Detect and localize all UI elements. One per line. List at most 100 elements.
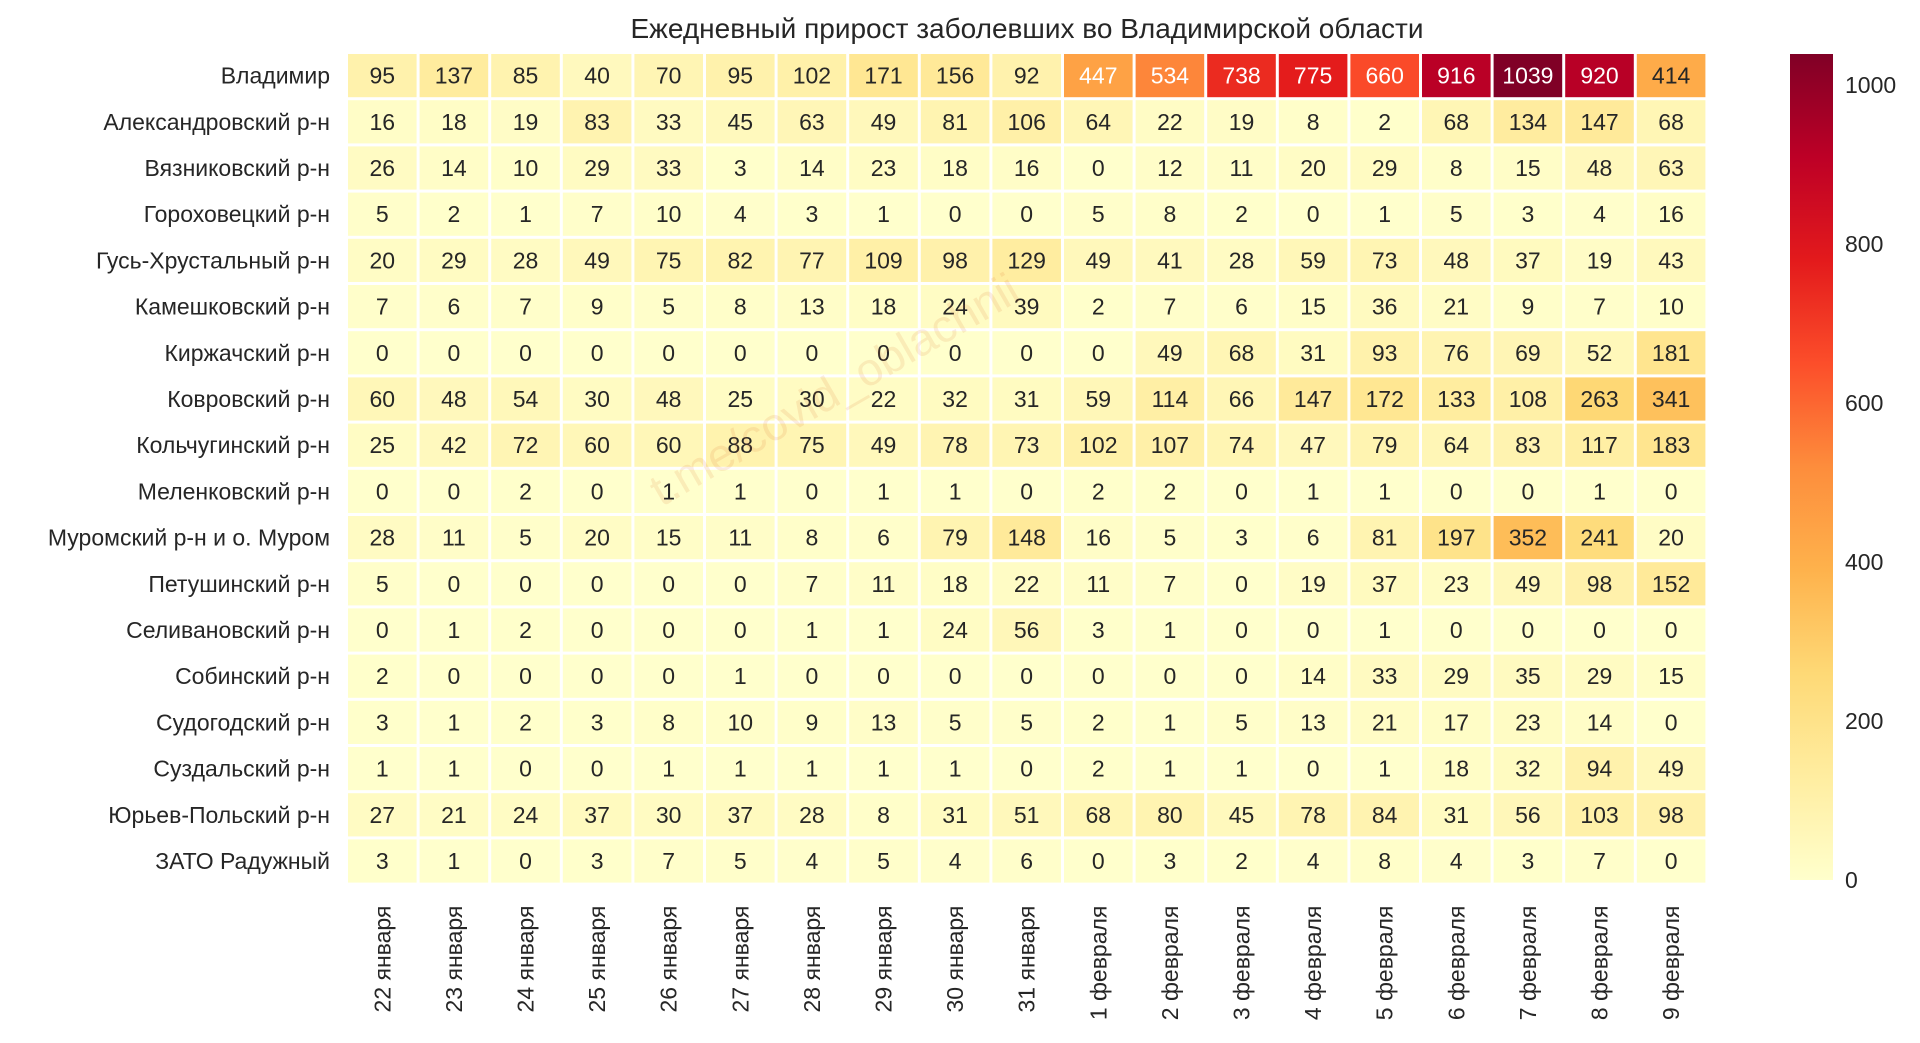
heatmap-cell: [920, 516, 990, 560]
cell-value-label: 352: [1509, 525, 1547, 551]
cell-value-label: 1: [1164, 756, 1177, 782]
heatmap-cell: [992, 654, 1061, 698]
heatmap-cell: [1135, 793, 1205, 837]
cell-value-label: 152: [1652, 571, 1690, 597]
heatmap-cell: [1422, 793, 1491, 837]
heatmap-cell: [849, 192, 918, 236]
heatmap-cell: [634, 146, 703, 190]
heatmap-cell: [1493, 793, 1563, 837]
heatmap-cell: [491, 146, 560, 190]
heatmap-cell: [920, 839, 990, 883]
heatmap-cell: [562, 331, 632, 375]
heatmap-cell: [920, 100, 990, 144]
cell-value-label: 59: [1086, 386, 1112, 412]
row-label: Юрьев-Польский р-н: [108, 802, 330, 828]
heatmap-cell: [1278, 793, 1348, 837]
row-label: Гусь-Хрустальный р-н: [96, 247, 330, 273]
cell-value-label: 18: [1444, 756, 1470, 782]
heatmap-cell: [706, 793, 775, 837]
cell-value-label: 8: [662, 709, 675, 735]
cell-value-label: 5: [662, 294, 675, 320]
cell-value-label: 49: [1658, 756, 1684, 782]
heatmap-cell: [777, 285, 847, 329]
heatmap-cell: [992, 238, 1061, 282]
cell-value-label: 11: [442, 525, 466, 551]
row-label: Владимир: [221, 63, 330, 89]
cell-value-label: 85: [513, 63, 539, 89]
cell-value-label: 1: [877, 478, 890, 504]
cell-value-label: 0: [1020, 663, 1033, 689]
cell-value-label: 0: [519, 756, 532, 782]
heatmap-cell: [1207, 469, 1276, 513]
heatmap-cell: [992, 100, 1061, 144]
cell-value-label: 2: [1235, 201, 1248, 227]
heatmap-cell: [1350, 54, 1419, 98]
heatmap-cell: [920, 654, 990, 698]
heatmap-cell: [419, 793, 489, 837]
chart-title: Ежедневный прирост заболевших во Владими…: [630, 13, 1423, 44]
cell-value-label: 11: [728, 525, 752, 551]
cell-value-label: 0: [1092, 848, 1105, 874]
heatmap-cell: [1565, 793, 1634, 837]
cell-value-label: 0: [949, 201, 962, 227]
heatmap-cell: [920, 793, 990, 837]
cell-value-label: 5: [734, 848, 747, 874]
heatmap-cell: [920, 192, 990, 236]
heatmap-cell: [706, 839, 775, 883]
cell-value-label: 29: [1372, 155, 1398, 181]
cell-value-label: 0: [1522, 478, 1535, 504]
heatmap-cell: [1278, 146, 1348, 190]
heatmap-cell: [634, 608, 703, 652]
cell-value-label: 0: [877, 340, 890, 366]
cell-value-label: 68: [1658, 109, 1684, 135]
cell-value-label: 40: [584, 63, 610, 89]
cell-value-label: 1: [376, 756, 389, 782]
heatmap-cell: [1207, 192, 1276, 236]
cell-value-label: 0: [519, 571, 532, 597]
cell-value-label: 2: [1378, 109, 1391, 135]
heatmap-cell: [1278, 839, 1348, 883]
cell-value-label: 0: [448, 478, 461, 504]
heatmap-cell: [1493, 700, 1563, 744]
cell-value-label: 56: [1515, 802, 1541, 828]
heatmap-cell: [419, 54, 489, 98]
heatmap-cell: [992, 608, 1061, 652]
cell-value-label: 147: [1580, 109, 1618, 135]
heatmap-cell: [1207, 54, 1276, 98]
heatmap-cell: [1422, 54, 1491, 98]
heatmap-cell: [419, 700, 489, 744]
heatmap-cell: [1493, 608, 1563, 652]
column-label: 5 февраля: [1372, 906, 1398, 1021]
cell-value-label: 156: [936, 63, 974, 89]
heatmap-cell: [1565, 747, 1634, 791]
heatmap-cell: [1064, 608, 1133, 652]
cell-value-label: 0: [1092, 663, 1105, 689]
cell-value-label: 68: [1229, 340, 1255, 366]
heatmap-cell: [849, 423, 918, 467]
heatmap-cell: [491, 285, 560, 329]
cell-value-label: 24: [513, 802, 539, 828]
heatmap-cell: [1135, 608, 1205, 652]
heatmap-cell: [1636, 100, 1706, 144]
cell-value-label: 2: [1092, 478, 1105, 504]
cell-value-label: 0: [1020, 340, 1033, 366]
cell-value-label: 6: [1020, 848, 1033, 874]
cell-value-label: 2: [376, 663, 389, 689]
heatmap-cell: [992, 146, 1061, 190]
cell-value-label: 183: [1652, 432, 1690, 458]
heatmap-cell: [562, 839, 632, 883]
cell-value-label: 29: [584, 155, 610, 181]
cell-value-label: 0: [1665, 848, 1678, 874]
cell-value-label: 738: [1222, 63, 1260, 89]
heatmap-cell: [348, 377, 417, 421]
cell-value-label: 31: [1014, 386, 1040, 412]
cell-value-label: 3: [591, 848, 604, 874]
cell-value-label: 117: [1581, 432, 1618, 458]
heatmap-cell: [1135, 423, 1205, 467]
cell-value-label: 92: [1014, 63, 1040, 89]
cell-value-label: 181: [1652, 340, 1690, 366]
heatmap-cell: [706, 516, 775, 560]
cell-value-label: 1: [877, 617, 890, 643]
heatmap-cell: [348, 839, 417, 883]
cell-value-label: 23: [1444, 571, 1470, 597]
